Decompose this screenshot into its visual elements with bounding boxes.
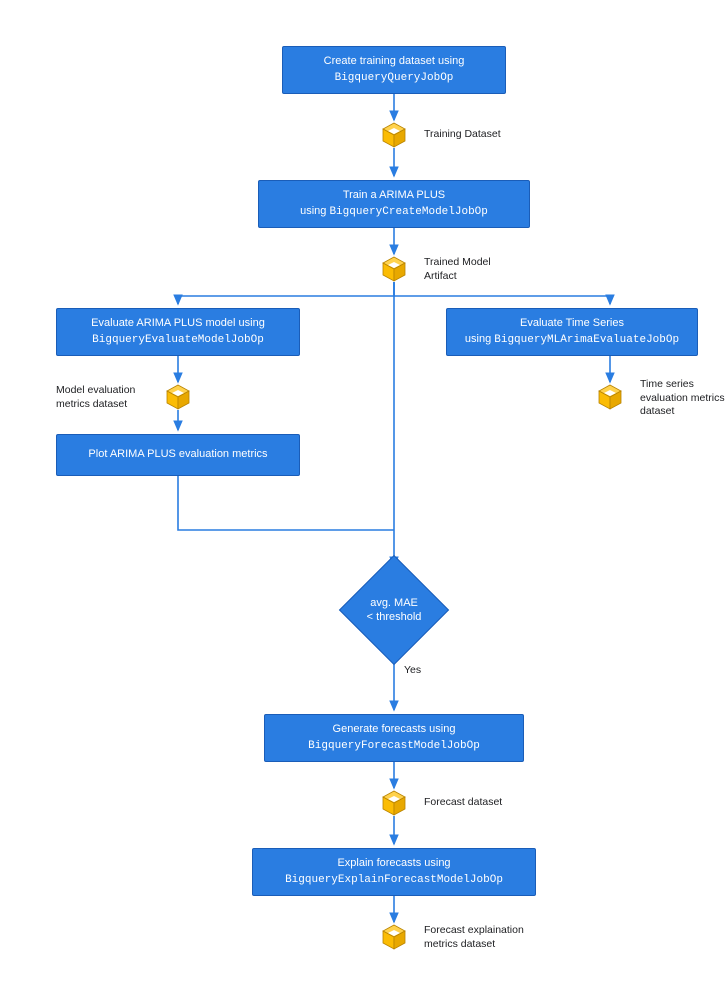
artifact-icon-a2 xyxy=(383,257,405,281)
node-line2: BigqueryQueryJobOp xyxy=(335,72,454,84)
node-line2: BigqueryExplainForecastModelJobOp xyxy=(285,874,503,886)
decision-diamond: avg. MAE< threshold xyxy=(339,555,449,665)
edge-4 xyxy=(394,282,610,304)
node-line1: Generate forecasts using xyxy=(333,723,456,735)
node-line1: Train a ARIMA PLUS xyxy=(343,189,445,201)
edge-9 xyxy=(178,476,394,530)
artifact-label-a3: Model evaluationmetrics dataset xyxy=(56,384,135,411)
node-line1: Plot ARIMA PLUS evaluation metrics xyxy=(88,448,267,460)
node-line1: Create training dataset using xyxy=(324,55,465,67)
flow-node-n1: Create training dataset using BigqueryQue… xyxy=(282,46,506,94)
artifact-icon-a6 xyxy=(383,925,405,949)
flow-node-n3: Evaluate ARIMA PLUS model using BigqueryE… xyxy=(56,308,300,356)
artifact-icon-a4 xyxy=(599,385,621,409)
node-line1: Evaluate Time Series xyxy=(520,317,624,329)
edge-3 xyxy=(178,282,394,304)
flow-node-n2: Train a ARIMA PLUSusing BigqueryCreateMo… xyxy=(258,180,530,228)
artifact-label-a5: Forecast dataset xyxy=(424,796,502,810)
flow-node-n4: Evaluate Time Seriesusing BigqueryMLArim… xyxy=(446,308,698,356)
artifact-label-a2: Trained ModelArtifact xyxy=(424,256,491,283)
node-line2: BigqueryEvaluateModelJobOp xyxy=(92,334,264,346)
flow-node-n8: Explain forecasts using BigqueryExplainFo… xyxy=(252,848,536,896)
artifact-label-a4: Time seriesevaluation metricsdataset xyxy=(640,378,725,419)
yes-label: Yes xyxy=(404,664,421,678)
node-line2: BigqueryForecastModelJobOp xyxy=(308,740,480,752)
artifact-label-a1: Training Dataset xyxy=(424,128,501,142)
flow-node-n5: Plot ARIMA PLUS evaluation metrics xyxy=(56,434,300,476)
node-line1: Explain forecasts using xyxy=(337,857,450,869)
flow-node-n7: Generate forecasts using BigqueryForecast… xyxy=(264,714,524,762)
node-line1: Evaluate ARIMA PLUS model using xyxy=(91,317,265,329)
artifact-icon-a1 xyxy=(383,123,405,147)
artifact-icon-a5 xyxy=(383,791,405,815)
artifact-icon-a3 xyxy=(167,385,189,409)
artifact-label-a6: Forecast explainationmetrics dataset xyxy=(424,924,524,951)
diamond-text: avg. MAE< threshold xyxy=(367,596,422,625)
